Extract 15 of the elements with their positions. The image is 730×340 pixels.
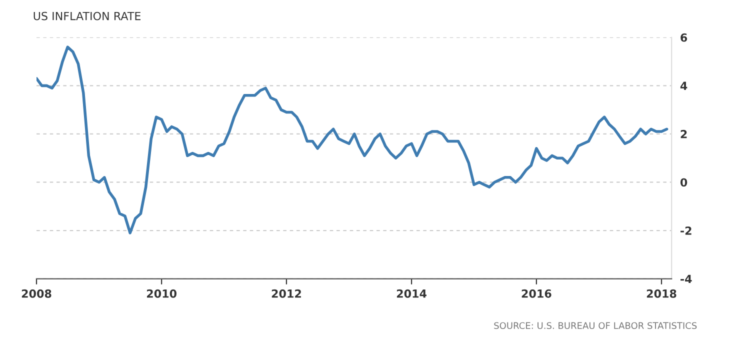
y-tick-label: -4 xyxy=(680,274,692,284)
x-tick-label: 2014 xyxy=(396,289,426,298)
x-tick-label: 2018 xyxy=(646,289,676,298)
y-tick-label: 6 xyxy=(680,33,688,42)
chart-title: US INFLATION RATE xyxy=(34,12,140,20)
x-tick-label: 2010 xyxy=(146,289,176,298)
source-note: SOURCE: U.S. BUREAU OF LABOR STATISTICS xyxy=(494,322,697,330)
y-tick-label: 0 xyxy=(680,178,688,187)
y-tick-label: 2 xyxy=(680,130,687,138)
y-tick-label: 4 xyxy=(680,82,688,90)
x-tick-label: 2008 xyxy=(22,289,52,298)
y-tick-label: -2 xyxy=(680,226,692,235)
x-tick-label: 2012 xyxy=(272,289,301,298)
x-tick-label: 2016 xyxy=(522,289,552,298)
line-series xyxy=(36,46,668,234)
